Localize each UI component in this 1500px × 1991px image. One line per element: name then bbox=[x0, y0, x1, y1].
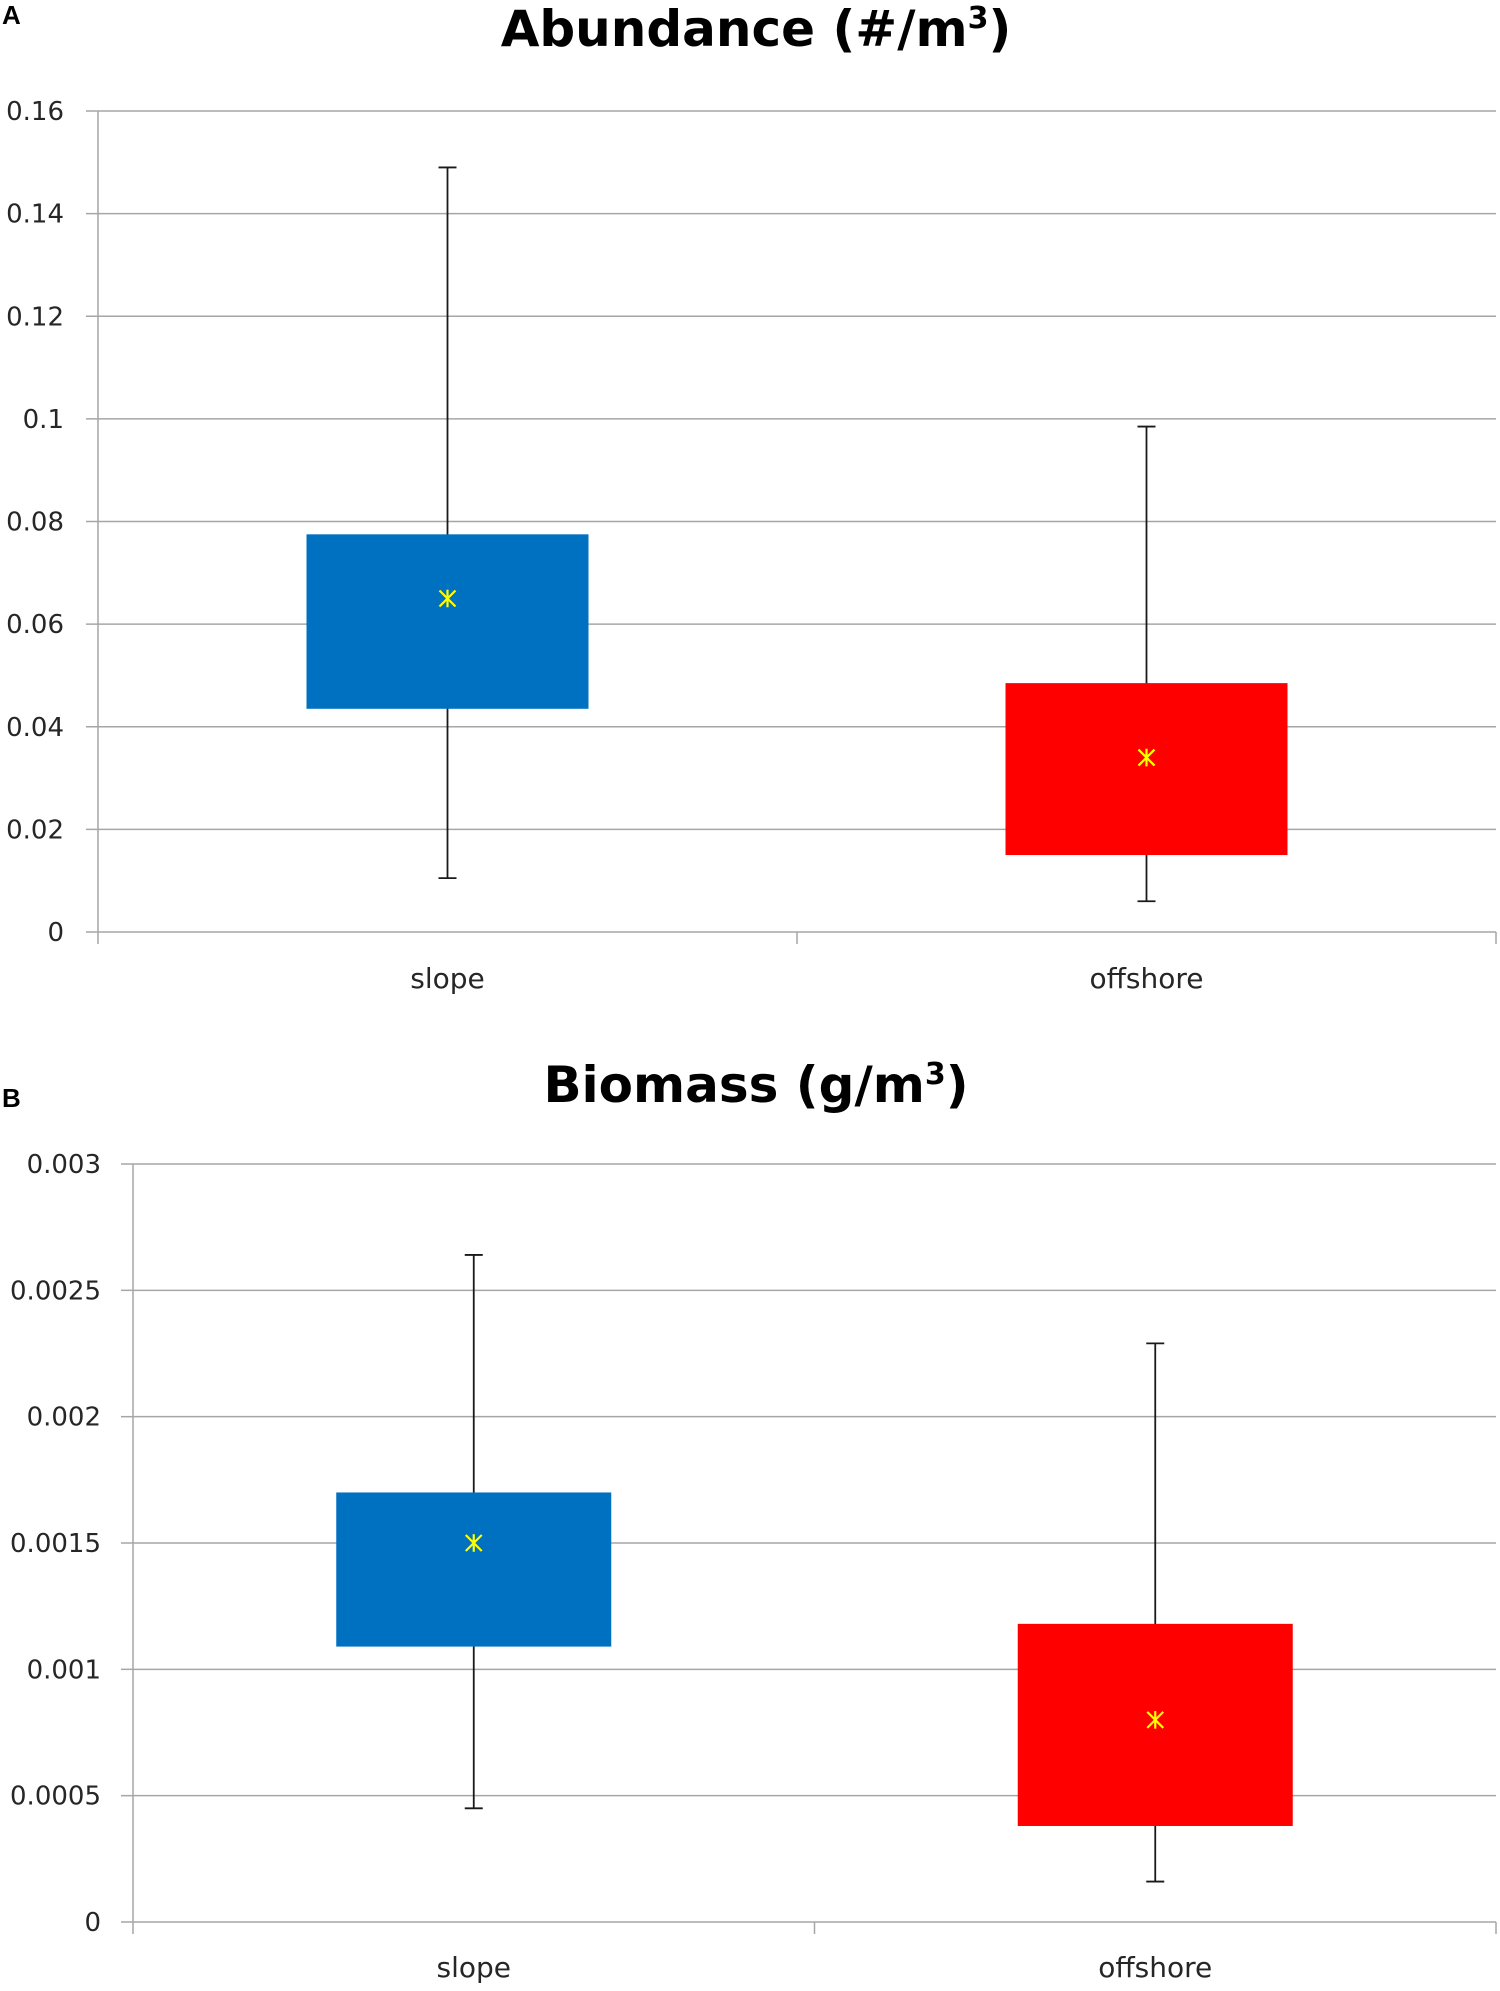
category-labels: slope offshore bbox=[410, 962, 1203, 995]
box-rect bbox=[1005, 683, 1288, 856]
category-label-slope: slope bbox=[410, 962, 485, 995]
chart-title-biomass: Biomass (g/m3) bbox=[543, 1056, 968, 1114]
y-tick-label: 0 bbox=[84, 1908, 101, 1938]
panel-b-biomass: B Biomass (g/m3) 0 0.0005 0.001 0.0015 0.002… bbox=[2, 1056, 1497, 1984]
axes bbox=[121, 1163, 1497, 1934]
box-offshore bbox=[1005, 425, 1288, 903]
panel-label-b: B bbox=[2, 1083, 21, 1113]
y-tick-label: 0.1 bbox=[23, 405, 64, 435]
y-tick-label: 0.001 bbox=[27, 1655, 101, 1685]
y-tick-labels: 0 0.02 0.04 0.06 0.08 0.1 0.12 0.14 0.16 bbox=[6, 97, 64, 948]
panel-a-abundance: A Abundance (#/m3) 00.020.040.060.080.10… bbox=[2, 0, 1497, 995]
axes bbox=[86, 110, 1497, 944]
box-slope bbox=[306, 166, 589, 880]
box-rect bbox=[336, 1492, 612, 1647]
mean-marker bbox=[438, 589, 457, 608]
mean-marker bbox=[464, 1534, 483, 1552]
mean-marker bbox=[1146, 1711, 1165, 1729]
box-offshore bbox=[1017, 1342, 1293, 1883]
y-tick-label: 0.06 bbox=[6, 610, 64, 640]
y-tick-label: 0.0015 bbox=[10, 1529, 101, 1559]
y-tick-label: 0.12 bbox=[6, 302, 64, 332]
box-slope bbox=[336, 1254, 612, 1810]
y-tick-label: 0.14 bbox=[6, 200, 64, 230]
y-tick-label: 0.16 bbox=[6, 97, 64, 127]
y-tick-label: 0.002 bbox=[27, 1403, 101, 1433]
y-tick-label: 0.04 bbox=[6, 713, 64, 743]
panel-label-a: A bbox=[2, 0, 21, 30]
chart-title-abundance: Abundance (#/m3) bbox=[501, 0, 1012, 58]
category-label-offshore: offshore bbox=[1089, 962, 1203, 995]
box-rect bbox=[306, 534, 589, 709]
y-tick-label: 0.02 bbox=[6, 815, 64, 845]
y-tick-label: 0.08 bbox=[6, 508, 64, 538]
y-tick-label: 0 bbox=[47, 918, 64, 948]
category-label-slope: slope bbox=[437, 1951, 512, 1984]
box-plots bbox=[306, 166, 1288, 903]
box-plots bbox=[336, 1254, 1293, 1883]
category-labels: slope offshore bbox=[437, 1951, 1213, 1984]
y-tick-label: 0.003 bbox=[27, 1150, 101, 1180]
y-tick-label: 0.0005 bbox=[10, 1782, 101, 1812]
mean-marker bbox=[1137, 748, 1156, 767]
y-tick-label: 0.0025 bbox=[10, 1276, 101, 1306]
category-label-offshore: offshore bbox=[1098, 1951, 1212, 1984]
y-tick-labels: 0 0.0005 0.001 0.0015 0.002 0.0025 0.003 bbox=[10, 1150, 101, 1938]
